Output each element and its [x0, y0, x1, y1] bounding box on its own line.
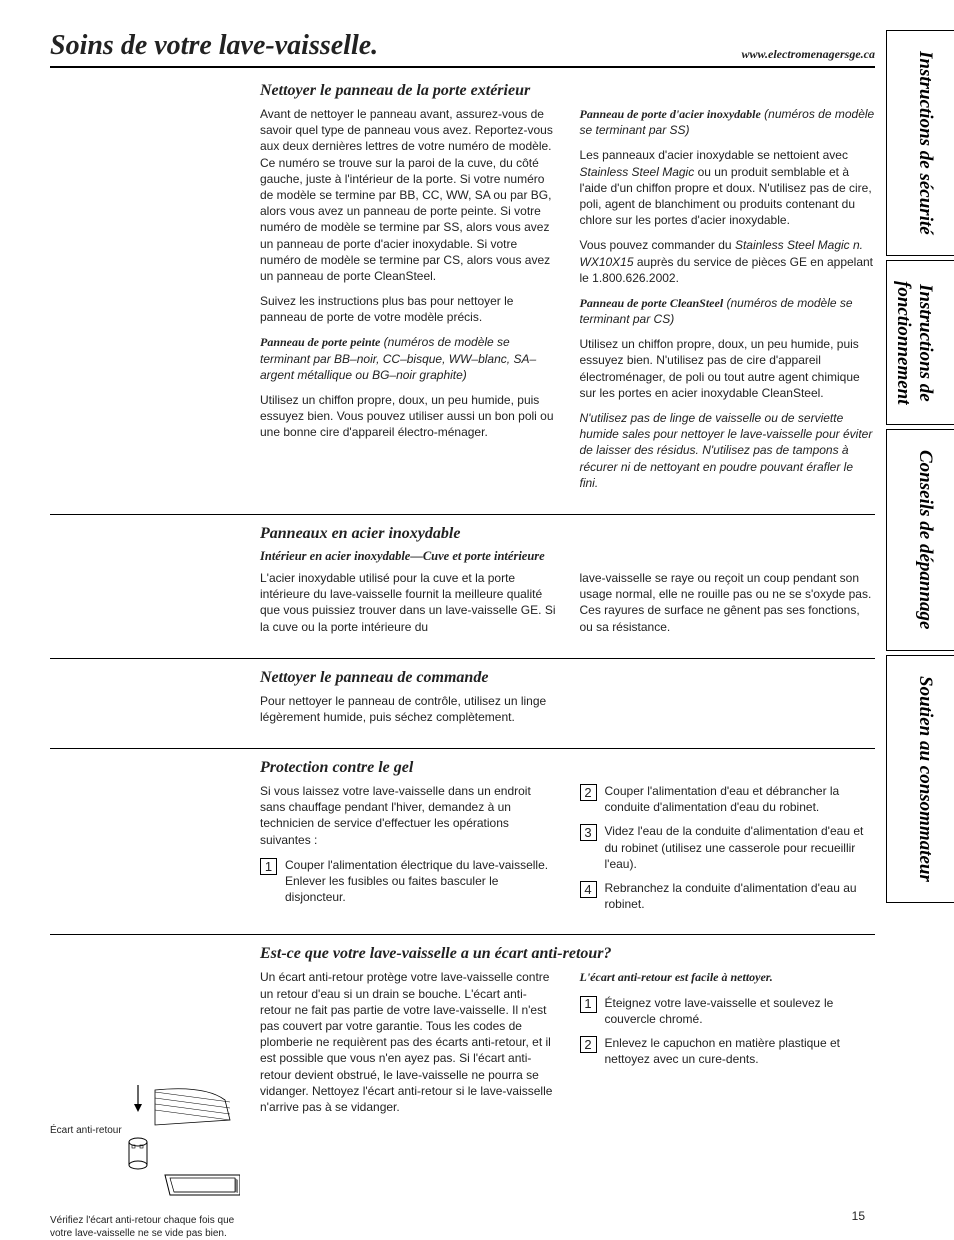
- figure-label: Écart anti-retour: [50, 1124, 122, 1137]
- side-tabs: Instructions de sécurité Instructions de…: [886, 30, 954, 907]
- body-text: lave-vaisselle se raye ou reçoit un coup…: [580, 570, 876, 635]
- step-text: Éteignez votre lave-vaisselle et souleve…: [605, 995, 876, 1027]
- step-number: 2: [580, 784, 597, 801]
- body-text: Les panneaux d'acier inoxydable se netto…: [580, 147, 876, 228]
- tab-operating: Instructions defonctionnement: [886, 260, 954, 426]
- list-item: 1 Éteignez votre lave-vaisselle et soule…: [580, 995, 876, 1027]
- divider: [50, 748, 875, 749]
- step-number: 1: [580, 996, 597, 1013]
- step-number: 3: [580, 824, 597, 841]
- body-text: Panneau de porte peinte (numéros de modè…: [260, 334, 556, 383]
- section-subtitle: Intérieur en acier inoxydable—Cuve et po…: [260, 549, 875, 564]
- divider: [50, 658, 875, 659]
- section-stainless: Panneaux en acier inoxydable Intérieur e…: [260, 525, 875, 644]
- divider: [50, 934, 875, 935]
- body-text: Suivez les instructions plus bas pour ne…: [260, 293, 556, 325]
- list-item: 2 Couper l'alimentation d'eau et débranc…: [580, 783, 876, 815]
- body-text: N'utilisez pas de linge de vaisselle ou …: [580, 410, 876, 491]
- list-item: 4 Rebranchez la conduite d'alimentation …: [580, 880, 876, 912]
- air-gap-diagram: [50, 1080, 240, 1200]
- body-text: L'écart anti-retour est facile à nettoye…: [580, 969, 876, 985]
- step-text: Couper l'alimentation électrique du lave…: [285, 857, 556, 906]
- section-title: Protection contre le gel: [260, 759, 875, 777]
- site-url: www.electromenagersge.ca: [741, 47, 875, 62]
- body-text: Si vous laissez votre lave-vaisselle dan…: [260, 783, 556, 848]
- list-item: 3 Videz l'eau de la conduite d'alimentat…: [580, 823, 876, 872]
- section-title: Nettoyer le panneau de commande: [260, 669, 875, 687]
- body-text: Avant de nettoyer le panneau avant, assu…: [260, 106, 556, 284]
- body-text: Un écart anti-retour protège votre lave-…: [260, 969, 556, 1115]
- body-text: Utilisez un chiffon propre, doux, un peu…: [580, 336, 876, 401]
- step-text: Rebranchez la conduite d'alimentation d'…: [605, 880, 876, 912]
- step-text: Videz l'eau de la conduite d'alimentatio…: [605, 823, 876, 872]
- body-text: L'acier inoxydable utilisé pour la cuve …: [260, 570, 556, 635]
- body-text: Utilisez un chiffon propre, doux, un peu…: [260, 392, 556, 441]
- body-text: Vous pouvez commander du Stainless Steel…: [580, 237, 876, 286]
- figure-air-gap: Écart anti-retour Vérifiez l'écart anti-…: [50, 1080, 250, 1240]
- section-title: Est-ce que votre lave-vaisselle a un éca…: [260, 945, 875, 963]
- page-header: Soins de votre lave-vaisselle. www.elect…: [50, 30, 875, 68]
- body-text: Pour nettoyer le panneau de contrôle, ut…: [260, 693, 556, 725]
- section-door-panel: Nettoyer le panneau de la porte extérieu…: [260, 82, 875, 500]
- tab-support: Soutien au consommateur: [886, 655, 954, 903]
- step-number: 2: [580, 1036, 597, 1053]
- tab-safety: Instructions de sécurité: [886, 30, 954, 256]
- step-text: Enlevez le capuchon en matière plastique…: [605, 1035, 876, 1067]
- section-title: Nettoyer le panneau de la porte extérieu…: [260, 82, 875, 100]
- step-number: 4: [580, 881, 597, 898]
- step-number: 1: [260, 858, 277, 875]
- section-title: Panneaux en acier inoxydable: [260, 525, 875, 543]
- tab-troubleshooting: Conseils de dépannage: [886, 429, 954, 650]
- body-text: Panneau de porte CleanSteel (numéros de …: [580, 295, 876, 327]
- body-text: Panneau de porte d'acier inoxydable (num…: [580, 106, 876, 138]
- page-title: Soins de votre lave-vaisselle.: [50, 30, 378, 62]
- section-frost: Protection contre le gel Si vous laissez…: [260, 759, 875, 920]
- page-number: 15: [852, 1209, 865, 1223]
- section-control-panel: Nettoyer le panneau de commande Pour net…: [260, 669, 875, 734]
- section-air-gap: Est-ce que votre lave-vaisselle a un éca…: [260, 945, 875, 1124]
- figure-caption: Vérifiez l'écart anti-retour chaque fois…: [50, 1214, 250, 1240]
- list-item: 1 Couper l'alimentation électrique du la…: [260, 857, 556, 906]
- divider: [50, 514, 875, 515]
- step-text: Couper l'alimentation d'eau et débranche…: [605, 783, 876, 815]
- list-item: 2 Enlevez le capuchon en matière plastiq…: [580, 1035, 876, 1067]
